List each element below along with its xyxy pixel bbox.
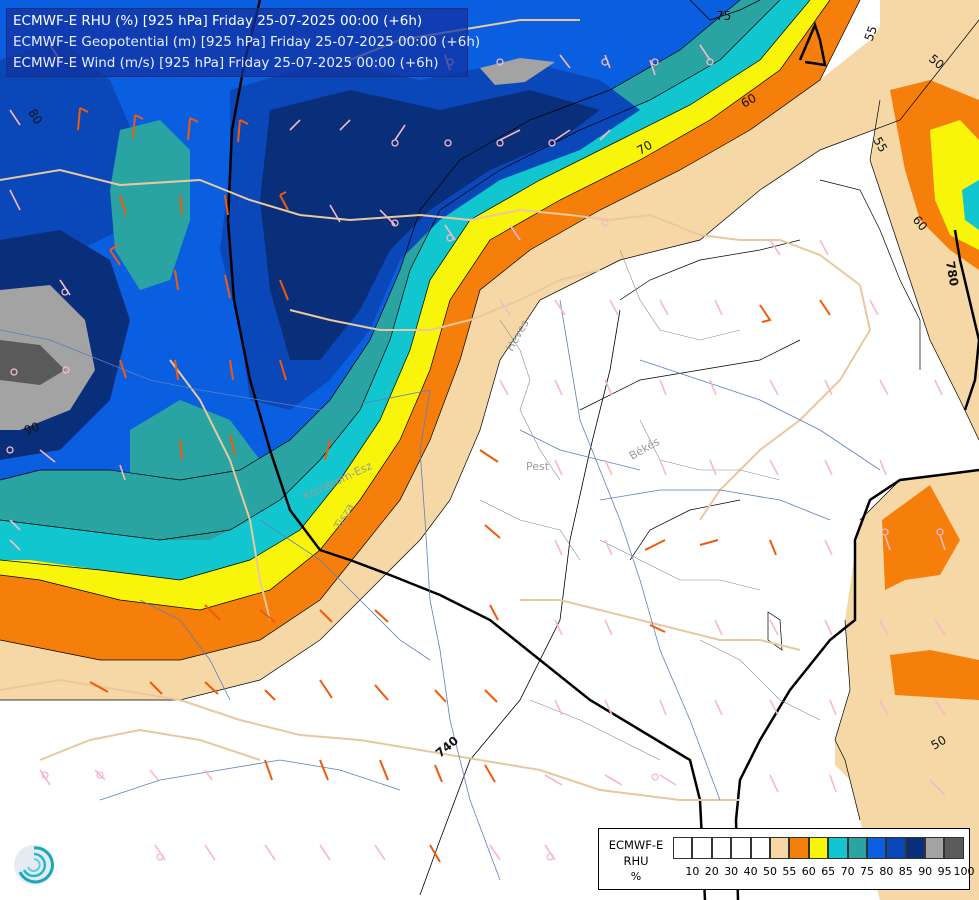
legend-tick-label: 85: [898, 865, 913, 878]
contour-label-80: 80: [25, 107, 45, 127]
legend-swatch: [711, 837, 732, 859]
wind-barbs-strong: [77, 107, 831, 863]
rhu-band-75-teal: [110, 120, 190, 290]
legend-swatch: [925, 837, 945, 859]
legend-swatch: [866, 837, 887, 859]
legend-title: ECMWF-E RHU %: [603, 837, 669, 885]
rhu-contour-lines: [0, 0, 979, 821]
legend-tick-label: 90: [918, 865, 933, 878]
legend-tick-label: 70: [840, 865, 855, 878]
legend-tick-label: 50: [763, 865, 777, 878]
rhu-east-55b: [890, 650, 979, 700]
admin-borders: [479, 249, 821, 761]
rhu-east-55: [882, 485, 960, 590]
legend-tick-label: 80: [879, 865, 894, 878]
geopotential-contours: [226, 0, 979, 900]
place-label-pest: Pest: [526, 460, 550, 473]
map-info-box: ECMWF-E RHU (%) [925 hPa] Friday 25-07-2…: [6, 8, 481, 77]
legend-tick-label: 75: [860, 865, 874, 878]
rivers: [0, 299, 881, 881]
legend-swatch: [905, 837, 926, 859]
legend-variable: RHU: [623, 854, 649, 868]
legend-tick-label: 55: [782, 865, 797, 878]
legend-tick-label: 60: [801, 865, 816, 878]
contour-label-70: 70: [635, 138, 655, 158]
contour-label-50b: 50: [929, 733, 949, 753]
legend-tick-label: 10: [685, 865, 700, 878]
legend-tick-label: 20: [704, 865, 719, 878]
legend-swatch: [808, 837, 829, 859]
contour-label-90: 90: [22, 419, 41, 437]
geopotential-contour-thin: [419, 0, 761, 896]
legend-swatch: [944, 837, 964, 859]
legend-tick-label: 40: [743, 865, 758, 878]
contour-label-780: 780: [943, 260, 961, 287]
legend-tick-label: 100: [953, 865, 975, 878]
legend-swatch: [750, 837, 770, 859]
contour-label-group: 75 60 70 55 50 55 60 780 80 90 50 740: [22, 9, 961, 760]
geopotential-layer-title: ECMWF-E Geopotential (m) [925 hPa] Frida…: [13, 34, 481, 50]
legend-swatch: [828, 837, 848, 859]
legend-swatch: [769, 837, 790, 859]
legend-swatch: [673, 837, 693, 859]
rhu-band-75-teal-b: [130, 400, 260, 540]
legend-swatch: [731, 837, 751, 859]
rhu-band-80a: [0, 40, 140, 260]
legend-swatch: [886, 837, 906, 859]
legend-tick-label: 65: [821, 865, 836, 878]
contour-label-55b: 55: [870, 135, 890, 155]
legend-swatch: [692, 837, 712, 859]
legend-swatch: [847, 837, 867, 859]
legend-model: ECMWF-E: [608, 838, 664, 852]
place-label-bekes: Békés: [627, 435, 662, 463]
legend-swatch: [789, 837, 809, 859]
rhu-color-legend: ECMWF-E RHU % 10 20 30 40 50 55 60 65 70 75 80 85 90…: [598, 828, 975, 890]
contour-label-55a: 55: [862, 24, 880, 43]
legend-tick-label: 30: [724, 865, 739, 878]
rhu-band-85b: [260, 90, 600, 360]
legend-swatches: [673, 837, 964, 859]
contour-label-75: 75: [716, 9, 731, 23]
wind-layer-title: ECMWF-E Wind (m/s) [925 hPa] Friday 25-0…: [13, 55, 439, 71]
rhu-layer-title: ECMWF-E RHU (%) [925 hPa] Friday 25-07-2…: [13, 13, 423, 29]
legend-unit: %: [630, 870, 642, 883]
ecmwf-logo-icon: [14, 845, 54, 885]
calm-wind-circles: [6, 58, 944, 861]
legend-tick-label: 95: [937, 865, 952, 878]
contour-label-60a: 60: [739, 91, 759, 111]
rhu-east-top-65: [962, 180, 979, 230]
